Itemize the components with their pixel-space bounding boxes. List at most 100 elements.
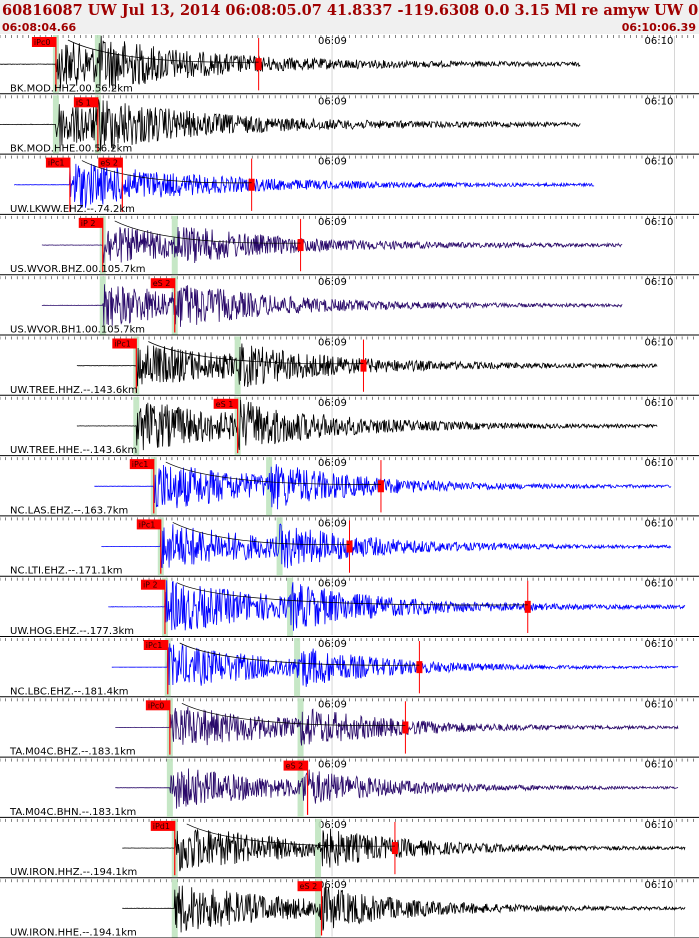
phase-pick-box[interactable] bbox=[73, 97, 98, 108]
theoretical-arrival-band bbox=[276, 517, 283, 576]
phase-pick-label: iPc1 bbox=[132, 460, 149, 469]
tick-label: 06:10 bbox=[645, 820, 674, 831]
phase-pick-box[interactable] bbox=[140, 579, 165, 590]
phase-pick-box[interactable] bbox=[283, 760, 308, 771]
amplitude-marker bbox=[297, 239, 304, 252]
amplitude-marker bbox=[391, 842, 398, 855]
phase-pick-label: iS 1 bbox=[76, 98, 91, 107]
phase-pick-box[interactable] bbox=[112, 338, 137, 349]
amplitude-marker bbox=[416, 661, 423, 674]
theoretical-arrival-band bbox=[171, 215, 178, 275]
waveform-trace bbox=[76, 399, 658, 451]
channel-label: UW.TREE.HHZ.--.143.6km bbox=[10, 385, 138, 396]
theoretical-arrival-band bbox=[294, 638, 301, 697]
theoretical-arrival-band bbox=[94, 35, 101, 94]
tick-label: 06:09 bbox=[318, 398, 347, 409]
tick-label: 06:09 bbox=[318, 96, 347, 107]
waveform-trace bbox=[108, 580, 686, 631]
tick-label: 06:09 bbox=[318, 699, 347, 710]
tick-label: 06:10 bbox=[645, 36, 674, 47]
waveform-trace bbox=[111, 643, 679, 687]
phase-pick-label: iPc1 bbox=[48, 159, 65, 168]
tick-label: 06:10 bbox=[645, 398, 674, 409]
waveform-trace bbox=[76, 343, 658, 388]
phase-pick-label: iPc0 bbox=[34, 38, 51, 47]
trace-row-7: 06:09 06:10 iPc1 NC.LAS.EHZ.--.163.7km bbox=[0, 457, 699, 516]
travel-time-curve bbox=[148, 341, 364, 365]
header-bar: 60816087 UW Jul 13, 2014 06:08:05.07 41.… bbox=[0, 0, 699, 34]
trace-row-13: 06:09 06:10 iPd1 UW.IRON.HHZ.--.194.1km bbox=[0, 818, 699, 879]
trace-row-8: 06:09 06:10 iPc1 NC.LTI.EHZ.--.171.1km bbox=[0, 517, 699, 577]
tick-label: 06:10 bbox=[645, 217, 674, 228]
tick-label: 06:10 bbox=[645, 639, 674, 650]
waveform-trace bbox=[115, 768, 679, 809]
phase-pick-box[interactable] bbox=[213, 398, 238, 409]
channel-label: UW.HOG.EHZ.--.177.3km bbox=[10, 626, 134, 637]
phase-pick-box[interactable] bbox=[136, 519, 161, 530]
travel-time-curve bbox=[176, 582, 528, 606]
phase-pick-label: iPd1 bbox=[153, 822, 170, 831]
channel-label: US.WVOR.BH1.00.105.7km bbox=[10, 325, 145, 336]
channel-label: NC.LBC.EHZ.--.181.4km bbox=[10, 686, 128, 697]
phase-pick-box[interactable] bbox=[145, 700, 170, 711]
travel-time-curve bbox=[181, 702, 406, 726]
trace-row-1: 06:09 06:10 iS 1 BK.MOD.HHE.00.56.2km bbox=[0, 95, 699, 155]
tick-label: 06:09 bbox=[318, 277, 347, 288]
phase-pick-box[interactable] bbox=[98, 157, 123, 168]
travel-time-curve bbox=[67, 39, 259, 63]
phase-pick-box[interactable] bbox=[150, 820, 175, 831]
tick-label: 06:09 bbox=[318, 760, 347, 771]
phase-pick-label: iPc1 bbox=[139, 520, 156, 529]
tick-label: 06:09 bbox=[318, 639, 347, 650]
phase-pick-label: eS 2 bbox=[300, 882, 318, 891]
phase-pick-box[interactable] bbox=[143, 640, 168, 650]
waveform-trace bbox=[41, 284, 623, 327]
tick-label: 06:10 bbox=[645, 880, 674, 891]
phase-pick-box[interactable] bbox=[150, 278, 175, 289]
channel-label: BK.MOD.HHZ.00.56.2km bbox=[10, 83, 133, 94]
trace-row-6: 06:09 06:10 eS 1 UW.TREE.HHE.--.143.6km bbox=[0, 396, 699, 457]
travel-time-curve bbox=[81, 160, 252, 184]
travel-time-curve bbox=[179, 642, 420, 666]
phase-pick-box[interactable] bbox=[78, 217, 103, 228]
tick-label: 06:10 bbox=[645, 458, 674, 469]
waveform-trace bbox=[14, 163, 595, 209]
channel-label: UW.IRON.HHE.--.194.1km bbox=[10, 928, 137, 938]
channel-label: UW.LKWW.EHZ.--.74.2km bbox=[10, 204, 135, 215]
tick-label: 06:09 bbox=[318, 338, 347, 349]
phase-pick-label: iPc0 bbox=[148, 701, 165, 710]
amplitude-marker bbox=[377, 480, 384, 493]
amplitude-marker bbox=[524, 600, 531, 613]
tick-label: 06:10 bbox=[645, 579, 674, 590]
theoretical-arrival-band bbox=[171, 879, 178, 938]
tick-label: 06:09 bbox=[318, 458, 347, 469]
channel-label: TA.M04C.BHZ.--.183.1km bbox=[9, 747, 136, 758]
tick-label: 06:09 bbox=[318, 36, 347, 47]
theoretical-arrival-band bbox=[315, 879, 322, 938]
trace-row-10: 06:09 06:10 iPc1 NC.LBC.EHZ.--.181.4km bbox=[0, 638, 699, 698]
phase-pick-label: iPc1 bbox=[146, 641, 163, 650]
tick-label: 06:09 bbox=[318, 157, 347, 168]
travel-time-curve bbox=[165, 461, 381, 485]
travel-time-curve bbox=[186, 823, 395, 847]
phase-pick-label-2: eS 2 bbox=[100, 159, 118, 168]
tick-label: 06:10 bbox=[645, 277, 674, 288]
trace-row-2: 06:09 06:10 iPc1 eS 2 UW.LKWW.EHZ.--.74.2km bbox=[0, 155, 699, 215]
tick-label: 06:10 bbox=[645, 518, 674, 529]
tick-label: 06:09 bbox=[318, 518, 347, 529]
waveform-trace bbox=[122, 828, 686, 872]
theoretical-arrival-band bbox=[234, 336, 241, 395]
event-title: 60816087 UW Jul 13, 2014 06:08:05.07 41.… bbox=[2, 2, 699, 19]
phase-pick-label: eS 1 bbox=[216, 400, 234, 409]
channel-label: UW.IRON.HHZ.--.194.1km bbox=[10, 867, 137, 878]
phase-pick-box[interactable] bbox=[129, 459, 154, 470]
channel-label: UW.TREE.HHE.--.143.6km bbox=[10, 445, 137, 456]
tick-label: 06:09 bbox=[318, 579, 347, 590]
tick-label: 06:10 bbox=[645, 157, 674, 168]
phase-pick-box[interactable] bbox=[297, 881, 322, 892]
tick-label: 06:10 bbox=[645, 760, 674, 771]
phase-pick-box[interactable] bbox=[31, 37, 56, 47]
travel-time-curve bbox=[114, 220, 301, 244]
phase-pick-box[interactable] bbox=[45, 157, 70, 168]
trace-row-12: 06:09 06:10 eS 2 TA.M04C.BHN.--.183.1km bbox=[0, 758, 699, 818]
